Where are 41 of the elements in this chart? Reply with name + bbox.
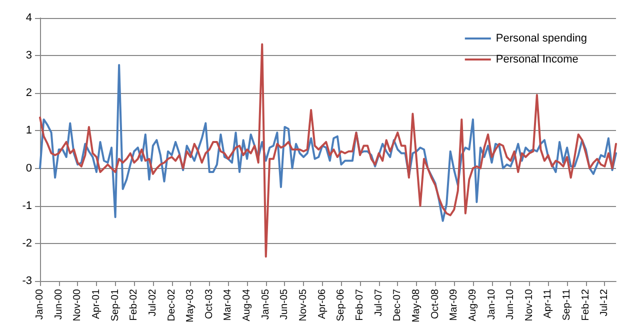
x-tick-label: Feb-12 [580,288,592,321]
x-tick-label: Jan-10 [486,288,498,320]
x-tick-label: Oct-08 [430,288,441,320]
legend-label: Personal spending [496,32,588,44]
x-tick-label: Nov-10 [524,288,535,322]
x-tick-label: Nov-00 [72,288,84,322]
x-tick-label: Sep-01 [110,288,121,322]
y-tick-label: 1 [26,124,32,137]
y-tick-label: -3 [22,275,32,287]
x-tick-label: Oct-03 [204,288,215,320]
x-tick-label: Jul-12 [599,288,610,316]
x-tick-label: May-08 [410,288,422,322]
y-tick-label: 2 [26,87,32,100]
x-tick-label: Jun-00 [53,288,64,320]
x-tick-label: Jan-00 [34,288,46,320]
x-tick-label: Jan-05 [260,288,272,320]
y-tick-label: -1 [22,200,32,212]
x-tick-label: Jun-05 [279,288,290,320]
x-tick-label: May-03 [185,288,196,322]
x-tick-label: Feb-07 [354,288,366,321]
x-tick-label: Jul-02 [147,288,158,316]
x-tick-label: Apr-06 [316,288,328,320]
legend-label: Personal Income [496,54,578,66]
x-tick-label: Apr-11 [542,288,554,318]
x-tick-label: Feb-02 [128,288,140,321]
x-tick-label: Sep-06 [336,288,347,322]
x-tick-label: Nov-05 [298,288,310,322]
x-tick-label: Jul-07 [373,288,384,316]
x-tick-label: Dec-02 [166,288,178,322]
x-tick-label: Apr-01 [90,288,102,320]
y-tick-label: 0 [26,162,32,174]
x-tick-label: Aug-09 [467,288,478,322]
x-tick-label: Mar-04 [222,288,234,321]
x-tick-label: Dec-07 [392,288,404,322]
x-tick-label: Jun-10 [505,288,516,320]
y-tick-label: -2 [22,237,32,250]
x-tick-label: Aug-04 [242,288,253,322]
y-tick-label: 4 [26,12,32,24]
x-tick-label: Sep-11 [562,288,573,321]
x-tick-label: Mar-09 [448,288,460,321]
y-tick-label: 3 [26,50,32,62]
